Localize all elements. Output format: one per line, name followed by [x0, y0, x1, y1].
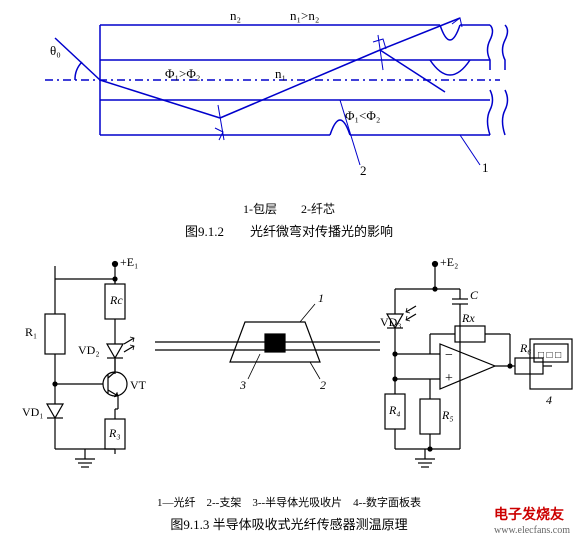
- fiber-diagram: n₂ n₁>n₂ θ₀ Φ₁>Φ₂ n₁ Φ₁<Φ₂ 1 2: [0, 0, 578, 200]
- label-m4: 4: [546, 393, 552, 407]
- label-1: 1: [482, 160, 489, 175]
- display-content: □ □ □: [538, 350, 561, 361]
- figure2-caption: 图9.1.3 半导体吸收式光纤传感器测温原理: [0, 510, 578, 537]
- label-m1: 1: [318, 291, 324, 305]
- label-phi-gt: Φ₁>Φ₂: [165, 66, 200, 81]
- svg-text:−: −: [445, 348, 453, 363]
- label-rc: Rc: [109, 293, 123, 307]
- page-container: n₂ n₁>n₂ θ₀ Φ₁>Φ₂ n₁ Φ₁<Φ₂ 1 2 1-包层 2-纤芯…: [0, 0, 578, 556]
- label-r7: R₄: [388, 403, 401, 417]
- label-m2: 2: [320, 378, 326, 392]
- label-vd2: VD₂: [78, 343, 100, 357]
- label-n1: n₁: [275, 66, 286, 81]
- label-m3: 3: [239, 378, 246, 392]
- label-r6: R₆: [519, 341, 532, 355]
- label-r4: Rx: [461, 311, 475, 325]
- circuit-diagram: − + +E₁ +E₂ R₁ Rc VD₂ VT VD₁ R₃ VD₃ C Rx…: [0, 244, 578, 494]
- figure1-legend: 1-包层 2-纤芯: [0, 200, 578, 217]
- label-e2: +E₂: [440, 255, 458, 269]
- watermark-url: www.elecfans.com: [494, 525, 570, 536]
- label-vd1: VD₁: [22, 405, 44, 419]
- label-c: C: [470, 288, 479, 302]
- label-2: 2: [360, 163, 367, 178]
- label-phi-lt: Φ₁<Φ₂: [345, 108, 380, 123]
- label-r5: R₅: [441, 408, 454, 422]
- watermark: 电子发烧友 www.elecfans.com: [494, 504, 570, 536]
- label-r3: R₃: [108, 426, 121, 440]
- label-r1: R₁: [25, 325, 37, 339]
- label-n2: n₂: [230, 8, 241, 23]
- label-n1gtn2: n₁>n₂: [290, 8, 319, 23]
- svg-text:+: +: [445, 371, 453, 386]
- label-vd3: VD₃: [380, 315, 402, 329]
- label-theta0: θ₀: [50, 43, 61, 58]
- label-e1: +E₁: [120, 255, 138, 269]
- label-vt: VT: [130, 378, 147, 392]
- watermark-title: 电子发烧友: [494, 508, 564, 523]
- figure1-caption: 图9.1.2 光纤微弯对传播光的影响: [0, 217, 578, 244]
- figure2-legend: 1—光纤 2--支架 3--半导体光吸收片 4--数字面板表: [0, 494, 578, 510]
